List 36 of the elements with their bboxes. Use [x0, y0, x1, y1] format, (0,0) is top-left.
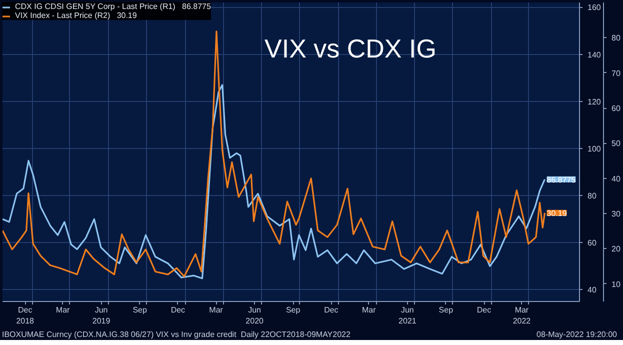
- y-tick-label: 120: [588, 97, 602, 106]
- y2-tick-label: 20: [612, 244, 621, 254]
- x-tick-label: Sep: [438, 306, 454, 314]
- y-tick-label: 140: [588, 50, 602, 60]
- x-tick-label: Jun 2021: [398, 306, 417, 326]
- x-tick-label: Jun 2020: [246, 306, 264, 326]
- y-tick-label: 100: [588, 144, 602, 154]
- text: 08-May-2022 19:20:00: [536, 330, 617, 340]
- y-tick-label: 60: [588, 238, 597, 248]
- x-tick-label: Mar: [209, 306, 224, 314]
- x-tick-label: Sep: [132, 306, 148, 314]
- x-tick-label: Dec: [324, 306, 338, 314]
- x-tick-label: Mar: [362, 306, 376, 314]
- y2-tick-label: 50: [612, 139, 621, 148]
- text: VIX vs CDX IG: [264, 34, 436, 64]
- x-tick-label: Mar: [56, 306, 70, 314]
- x-tick-label: Sep: [286, 306, 301, 314]
- legend-label: CDX IG CDSI GEN 5Y Corp - Last Price (R1) 86.8775: [15, 2, 211, 11]
- y2-tick-label: 70: [612, 68, 621, 78]
- y2-tick-label: 40: [612, 174, 621, 184]
- y2-tick-label: 80: [612, 34, 621, 43]
- x-tick-label: Dec: [170, 306, 186, 314]
- x-tick-label: Mar 2022: [512, 306, 532, 326]
- y2-tick-label: 60: [612, 104, 621, 114]
- x-tick-label: Dec: [476, 306, 492, 314]
- y-tick-label: 40: [588, 286, 597, 295]
- text: IBOXUMAE Curncy (CDX.NA.IG.38 06/27) VIX vs Inv grade credit Daily 22OCT2018-09MAY2022: [2, 330, 350, 340]
- y-tick-label: 160: [588, 3, 602, 12]
- x-tick-label: Dec 2018: [16, 306, 35, 326]
- legend-label: VIX Index - Last Price (R2) 30.19: [15, 11, 137, 20]
- y2-tick-label: 10: [612, 280, 621, 289]
- y-tick-label: 80: [588, 192, 597, 201]
- y2-tick-label: 30: [612, 210, 621, 219]
- data-label: 86.8775: [546, 175, 576, 184]
- x-tick-label: Jun 2019: [92, 306, 111, 326]
- data-label: 30.19: [546, 208, 568, 218]
